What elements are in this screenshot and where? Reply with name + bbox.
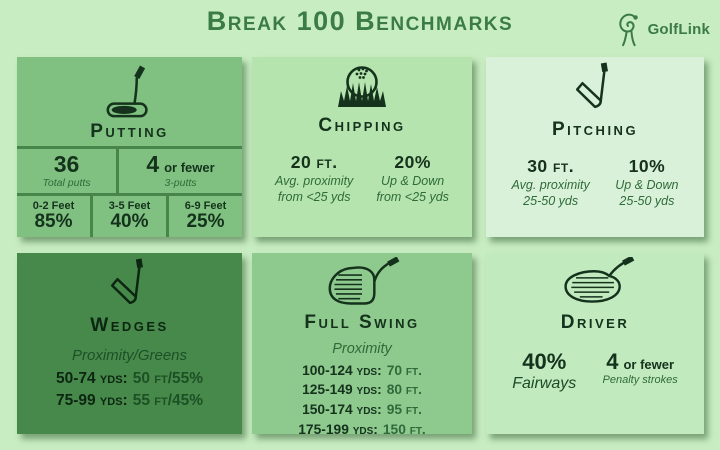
putting-header: Putting (17, 57, 242, 146)
driver-header: Driver (486, 253, 704, 334)
range-value: 95 ft. (386, 402, 422, 418)
range-label: 150-174 yds: (302, 402, 382, 418)
pitching-proximity-stat: 30 ft. Avg. proximity 25-50 yds (512, 156, 590, 210)
penalty-strokes-value: 4 (606, 348, 619, 374)
fairways-stat: 40% Fairways (512, 348, 577, 393)
full-swing-row-100-124: 100-124 yds: 70 ft. (252, 361, 472, 381)
full-swing-header: Full Swing (252, 253, 472, 334)
putting-panel: Putting 36 Total putts 4 or fewer 3-putt… (17, 57, 242, 237)
pitching-proximity-label-1: Avg. proximity (511, 177, 590, 192)
total-putts-label: Total putts (42, 177, 91, 189)
golflink-logo: GolfLink (615, 11, 710, 48)
range-label: 75-99 yds: (55, 392, 128, 410)
chipping-updown-label-2: from <25 yds (376, 190, 449, 205)
fairways-value: 40% (522, 348, 567, 374)
full-swing-panel: Full Swing Proximity 100-124 yds: 70 ft.… (252, 253, 472, 437)
pitching-panel: Pitching 30 ft. Avg. proximity 25-50 yds… (486, 57, 704, 237)
three-putts-qualifier: or fewer (164, 160, 215, 175)
penalty-strokes-qualifier: or fewer (623, 356, 675, 372)
three-putts-value: 4 (146, 151, 160, 177)
pitching-proximity-label-2: 25-50 yds (523, 194, 579, 209)
full-swing-row-175-199: 175-199 yds: 150 ft. (252, 420, 472, 440)
range-value: 70 ft. (386, 362, 422, 378)
pitching-updown-value: 10% (628, 155, 666, 176)
driver-club-icon (555, 257, 635, 312)
make-rate-label: 0-2 Feet (32, 199, 75, 212)
chipping-updown-value: 20% (394, 151, 431, 172)
chipping-proximity-label-2: from <25 yds (277, 190, 351, 205)
three-putts-label: 3-putts (164, 177, 197, 189)
penalty-strokes-stat: 4 or fewer Penalty strokes (602, 348, 678, 393)
putting-stats-row: 36 Total putts 4 or fewer 3-putts (17, 146, 242, 193)
wedge-club-icon (103, 257, 157, 315)
range-value: 150 ft. (382, 421, 426, 437)
three-putts-stat: 4 or fewer 3-putts (116, 149, 242, 193)
full-swing-row-150-174: 150-174 yds: 95 ft. (252, 400, 472, 420)
wedges-header: Wedges (17, 253, 242, 337)
full-swing-title: Full Swing (304, 312, 420, 333)
fairways-label: Fairways (512, 374, 577, 392)
page-title: Break 100 Benchmarks (206, 6, 514, 36)
wedges-title: Wedges (90, 315, 169, 336)
golflink-logo-icon (615, 11, 645, 48)
range-label: 175-199 yds: (298, 421, 378, 437)
chipping-updown-stat: 20% Up & Down from <25 yds (376, 152, 449, 206)
pitching-proximity-value: 30 ft. (527, 155, 575, 176)
make-rate-0-2-feet: 0-2 Feet 85% (17, 196, 90, 237)
putting-make-rates-row: 0-2 Feet 85% 3-5 Feet 40% 6-9 Feet 25% (17, 193, 242, 237)
make-rate-label: 3-5 Feet (108, 199, 151, 212)
pitching-updown-stat: 10% Up & Down 25-50 yds (615, 156, 678, 210)
wedges-row-75-99: 75-99 yds: 55 ft/45% (17, 390, 242, 412)
make-rate-6-9-feet: 6-9 Feet 25% (166, 196, 242, 237)
range-value: 50 ft/55% (132, 369, 204, 387)
golflink-logo-text: GolfLink (647, 21, 710, 38)
chipping-proximity-value: 20 ft. (290, 151, 338, 172)
pitching-updown-label-2: 25-50 yds (619, 194, 675, 209)
chipping-title: Chipping (318, 115, 406, 136)
ball-in-grass-icon (330, 61, 394, 115)
full-swing-row-125-149: 125-149 yds: 80 ft. (252, 380, 472, 400)
chipping-proximity-stat: 20 ft. Avg. proximity from <25 yds (275, 152, 353, 206)
iron-club-icon (322, 257, 402, 312)
chipping-stats: 20 ft. Avg. proximity from <25 yds 20% U… (252, 152, 472, 206)
range-label: 125-149 yds: (302, 382, 382, 398)
wedges-row-50-74: 50-74 yds: 50 ft/55% (17, 368, 242, 390)
driver-panel: Driver 40% Fairways 4 or fewer Penalty s… (486, 253, 704, 434)
make-rate-label: 6-9 Feet (184, 199, 227, 212)
wedge-club-icon (568, 61, 622, 119)
range-value: 80 ft. (386, 382, 422, 398)
chipping-updown-label-1: Up & Down (381, 173, 445, 188)
range-value: 55 ft/45% (132, 392, 204, 410)
range-label: 50-74 yds: (55, 369, 128, 387)
wedges-panel: Wedges Proximity/Greens 50-74 yds: 50 ft… (17, 253, 242, 434)
make-rate-value: 85% (34, 211, 73, 233)
chipping-proximity-label-1: Avg. proximity (275, 173, 354, 188)
putting-title: Putting (90, 121, 169, 143)
driver-stats: 40% Fairways 4 or fewer Penalty strokes (486, 348, 704, 393)
chipping-header: Chipping (252, 57, 472, 137)
wedges-rows: 50-74 yds: 50 ft/55% 75-99 yds: 55 ft/45… (17, 368, 242, 413)
pitching-title: Pitching (551, 119, 639, 140)
make-rate-value: 40% (110, 211, 149, 233)
penalty-strokes-label: Penalty strokes (602, 373, 678, 386)
total-putts-value: 36 (53, 151, 80, 177)
range-label: 100-124 yds: (302, 362, 382, 378)
pitching-updown-label-1: Up & Down (615, 177, 679, 192)
full-swing-rows: 100-124 yds: 70 ft. 125-149 yds: 80 ft. … (252, 361, 472, 439)
driver-title: Driver (560, 312, 630, 333)
pitching-header: Pitching (486, 57, 704, 141)
pitching-stats: 30 ft. Avg. proximity 25-50 yds 10% Up &… (486, 156, 704, 210)
putter-icon (99, 65, 161, 121)
wedges-subtitle: Proximity/Greens (71, 346, 188, 364)
chipping-panel: Chipping 20 ft. Avg. proximity from <25 … (252, 57, 472, 237)
full-swing-subtitle: Proximity (332, 340, 392, 357)
make-rate-3-5-feet: 3-5 Feet 40% (90, 196, 166, 237)
make-rate-value: 25% (186, 211, 225, 233)
total-putts-stat: 36 Total putts (17, 149, 116, 193)
